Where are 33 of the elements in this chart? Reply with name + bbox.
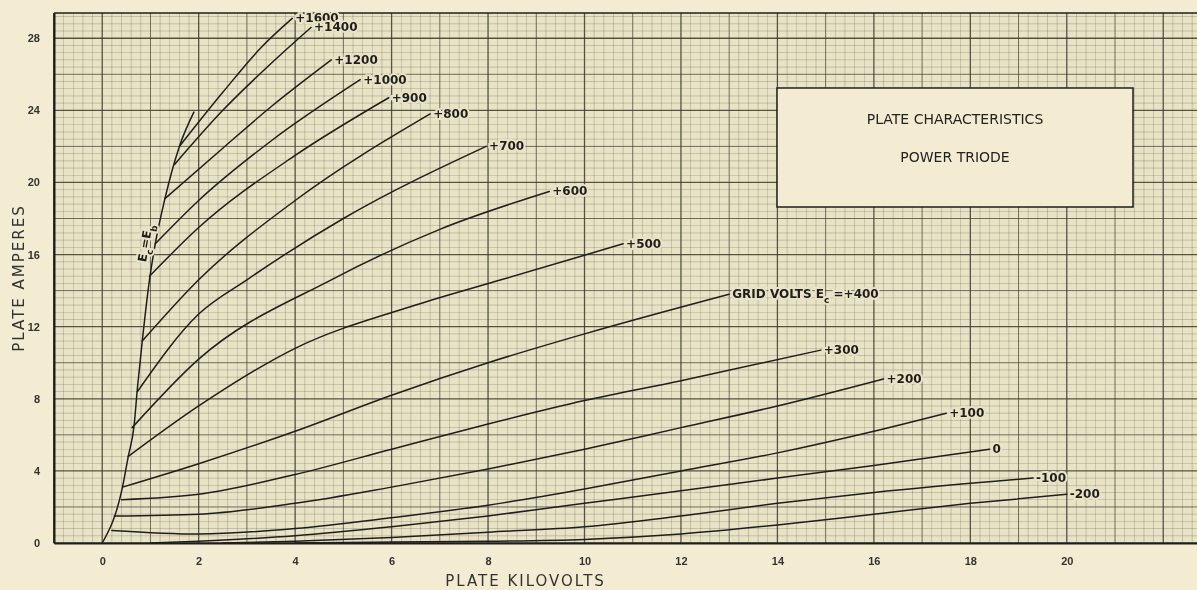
series-label: +1200 bbox=[334, 52, 378, 67]
y-tick-label: 28 bbox=[27, 32, 40, 45]
x-tick-label: 16 bbox=[868, 554, 881, 567]
x-tick-label: 4 bbox=[292, 554, 300, 567]
x-tick-label: 8 bbox=[485, 554, 492, 567]
series-label: -100 bbox=[1036, 471, 1067, 486]
y-tick-label: 24 bbox=[27, 104, 41, 117]
y-tick-label: 12 bbox=[27, 320, 40, 333]
x-tick-label: 2 bbox=[196, 554, 203, 567]
text: POWER TRIODE bbox=[900, 149, 1010, 165]
y-tick-label: 4 bbox=[33, 464, 41, 477]
y-tick-label: 16 bbox=[27, 248, 40, 261]
x-tick-label: 6 bbox=[389, 554, 396, 567]
x-tick-label: 14 bbox=[771, 554, 785, 567]
series-label: 0 bbox=[992, 442, 1001, 457]
y-tick-label: 8 bbox=[33, 392, 40, 405]
x-tick-label: 0 bbox=[99, 554, 106, 567]
x-tick-label: 20 bbox=[1061, 554, 1074, 567]
x-tick-label: 10 bbox=[578, 554, 592, 567]
text: PLATE CHARACTERISTICS bbox=[866, 111, 1044, 127]
series-label: -200 bbox=[1069, 487, 1100, 502]
series-label: +700 bbox=[489, 139, 525, 154]
y-tick-label: 0 bbox=[33, 537, 40, 550]
series-label: +900 bbox=[391, 90, 427, 105]
x-axis-title: PLATE KILOVOLTS bbox=[445, 572, 606, 590]
series-label: +300 bbox=[823, 343, 859, 358]
x-tick-label: 18 bbox=[964, 554, 977, 567]
series-label: +500 bbox=[626, 236, 662, 251]
y-axis-title: PLATE AMPERES bbox=[10, 204, 28, 352]
series-label: +200 bbox=[886, 371, 922, 386]
y-tick-label: 20 bbox=[27, 176, 40, 189]
series-label: +800 bbox=[433, 106, 469, 121]
x-tick-label: 12 bbox=[675, 554, 688, 567]
